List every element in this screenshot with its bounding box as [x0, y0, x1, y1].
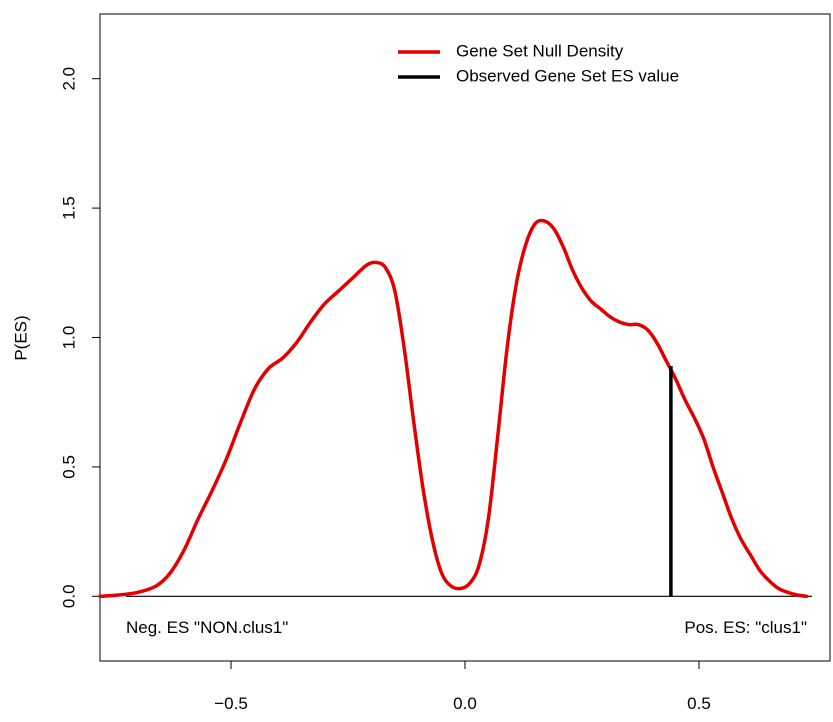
y-tick-label-2: 1.0	[59, 326, 78, 350]
y-axis: 0.0 0.5 1.0 1.5 2.0	[59, 67, 101, 608]
annotation-pos-es: Pos. ES: "clus1"	[684, 618, 807, 637]
y-tick-label-3: 1.5	[59, 196, 78, 220]
y-tick-label-0: 0.0	[59, 584, 78, 608]
plot-frame	[99, 13, 831, 662]
x-tick-label-0: −0.5	[214, 694, 248, 713]
y-tick-label-1: 0.5	[59, 455, 78, 479]
x-axis: −0.5 0.0 0.5	[214, 660, 711, 713]
legend: Gene Set Null Density Observed Gene Set E…	[398, 41, 679, 85]
plot-area	[98, 218, 812, 599]
x-tick-label-1: 0.0	[453, 694, 477, 713]
x-tick-label-2: 0.5	[687, 694, 711, 713]
annotation-neg-es: Neg. ES "NON.clus1"	[126, 618, 288, 637]
legend-label-1: Observed Gene Set ES value	[456, 66, 679, 85]
y-axis-title: P(ES)	[11, 315, 30, 360]
series-null-density-line	[98, 218, 809, 599]
legend-label-0: Gene Set Null Density	[456, 41, 624, 60]
y-tick-label-4: 2.0	[59, 67, 78, 91]
